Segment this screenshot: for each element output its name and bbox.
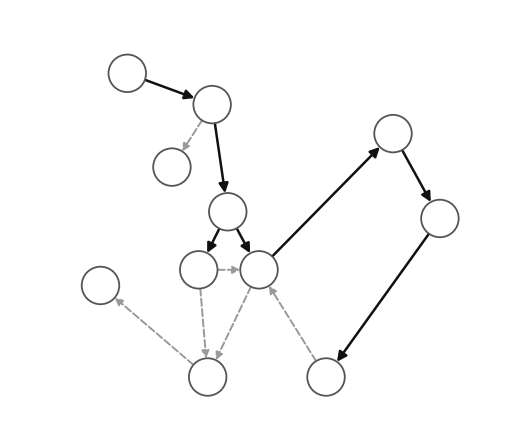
FancyArrowPatch shape (116, 299, 193, 365)
FancyArrowPatch shape (200, 288, 209, 356)
FancyArrowPatch shape (183, 120, 202, 149)
FancyArrowPatch shape (270, 288, 316, 361)
FancyArrowPatch shape (208, 229, 219, 250)
FancyArrowPatch shape (339, 234, 429, 360)
Circle shape (193, 86, 231, 123)
Circle shape (307, 358, 345, 396)
Circle shape (240, 251, 278, 288)
FancyArrowPatch shape (237, 228, 249, 251)
FancyArrowPatch shape (145, 80, 192, 98)
Circle shape (153, 149, 191, 186)
Circle shape (374, 115, 412, 152)
Circle shape (109, 54, 146, 92)
Circle shape (180, 251, 218, 288)
Circle shape (189, 358, 227, 396)
Circle shape (82, 267, 119, 304)
Circle shape (421, 200, 458, 237)
FancyArrowPatch shape (272, 149, 378, 256)
FancyArrowPatch shape (218, 267, 238, 273)
Circle shape (209, 193, 247, 231)
FancyArrowPatch shape (217, 287, 251, 358)
FancyArrowPatch shape (402, 150, 430, 199)
FancyArrowPatch shape (215, 123, 227, 190)
